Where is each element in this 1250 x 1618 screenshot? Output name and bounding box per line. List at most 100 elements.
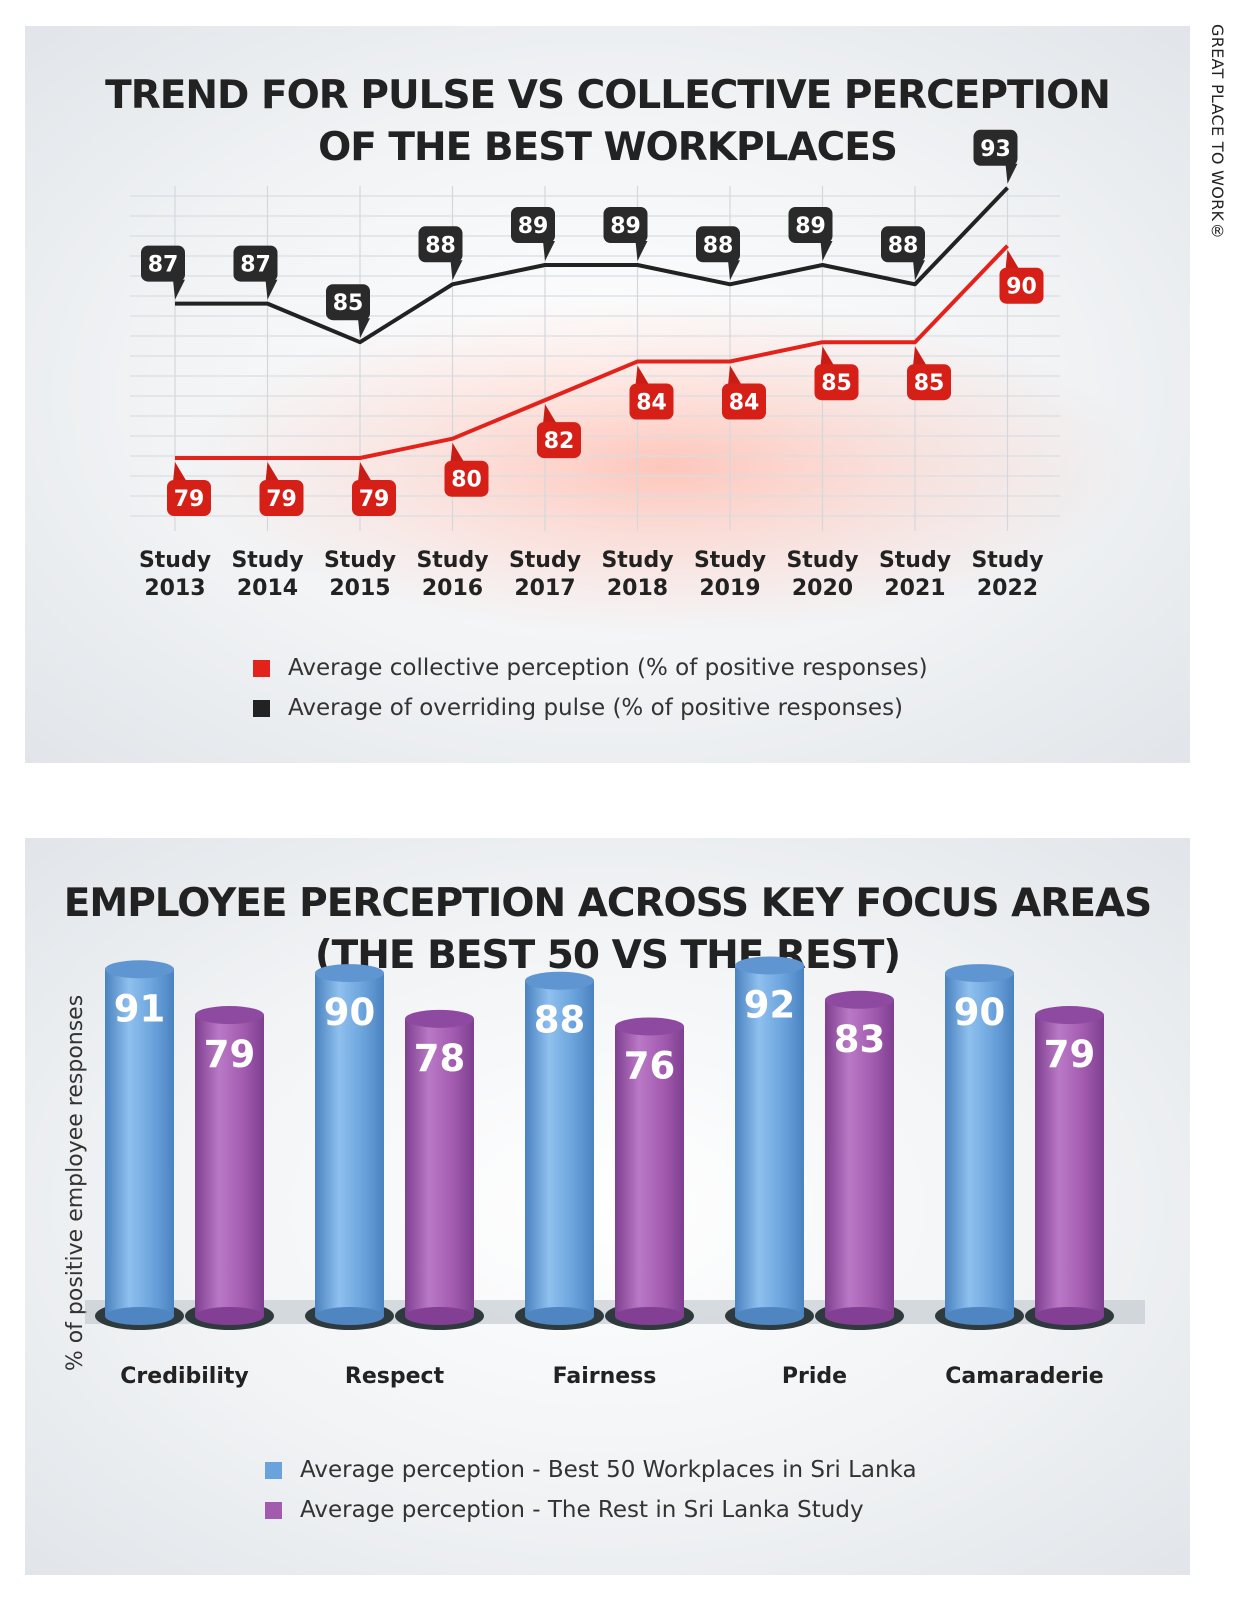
label-pin (1005, 249, 1020, 270)
collective-data-label: 79 (352, 462, 396, 516)
collective-data-label: 79 (259, 462, 304, 516)
legend-swatch-purple (265, 1501, 282, 1519)
bar-bottom-cap (735, 1307, 804, 1325)
label-pin (543, 241, 555, 261)
bar-rest: 79 (185, 1006, 274, 1330)
legend-item-best50: Average perception - Best 50 Workplaces … (265, 1450, 917, 1490)
x-tick-label: Study 2016 (416, 548, 488, 601)
legend-item-collective: Average collective perception (% of posi… (253, 648, 928, 688)
collective-data-label: 79 (167, 462, 211, 516)
label-box (418, 226, 463, 263)
bar-body (405, 1018, 474, 1316)
label-pin (820, 241, 833, 261)
collective-data-label: 84 (722, 365, 766, 420)
label-box (444, 460, 489, 497)
line-chart-title: TREND FOR PULSE VS COLLECTIVE PERCEPTION… (25, 70, 1190, 174)
label-pin (358, 318, 370, 339)
bar-body (315, 973, 384, 1316)
bar-bottom-cap (105, 1307, 174, 1325)
legend-label-best50: Average perception - Best 50 Workplaces … (300, 1457, 917, 1483)
bar-top-cap (405, 1009, 474, 1028)
label-pin (728, 365, 742, 386)
label-box (603, 207, 648, 243)
bar-rest: 83 (815, 990, 904, 1330)
x-tick-label: Study 2019 (694, 548, 766, 601)
pulse-value-text: 85 (333, 291, 364, 316)
bar-value-label: 90 (954, 991, 1006, 1034)
category-label: Camaraderie (945, 1364, 1103, 1389)
pulse-data-label: 87 (233, 245, 278, 300)
line-chart-plot: Study 2013 Study 2014 Study 2015 Study 2016 Stud… (130, 129, 1145, 636)
collective-value-text: 79 (266, 487, 297, 512)
label-pin (450, 442, 465, 463)
pulse-value-text: 89 (795, 214, 826, 239)
line-chart-title-line-1: TREND FOR PULSE VS COLLECTIVE PERCEPTION (105, 73, 1111, 118)
bar-bottom-cap (615, 1307, 684, 1325)
bar-body (825, 999, 894, 1316)
bar-top-cap (735, 956, 804, 975)
pulse-data-label: 87 (141, 245, 185, 300)
bar-top-cap (525, 971, 594, 990)
x-tick-label: Study 2020 (786, 548, 858, 601)
x-tick-label: Study 2013 (139, 548, 211, 601)
legend-label-rest: Average perception - The Rest in Sri Lan… (300, 1497, 864, 1523)
bar-chart-legend: Average perception - Best 50 Workplaces … (265, 1450, 917, 1530)
category-label: Credibility (120, 1364, 248, 1389)
collective-value-text: 90 (1006, 275, 1037, 300)
bar-top-cap (1035, 1006, 1104, 1025)
pulse-value-text: 87 (240, 253, 271, 278)
pulse-data-label: 89 (603, 207, 648, 261)
pulse-value-text: 87 (148, 253, 179, 278)
bar-value-label: 90 (324, 991, 376, 1034)
bar-bottom-cap (825, 1307, 894, 1325)
label-pin (820, 346, 835, 367)
x-tick-label: Study 2014 (231, 548, 303, 601)
bar-value-label: 91 (114, 987, 166, 1030)
legend-label-pulse: Average of overriding pulse (% of positi… (288, 695, 904, 721)
label-box (788, 207, 833, 243)
line-chart-panel: TREND FOR PULSE VS COLLECTIVE PERCEPTION… (25, 26, 1190, 763)
bar-top-cap (105, 960, 174, 979)
label-pin (265, 462, 280, 482)
label-box (352, 480, 396, 516)
label-box (537, 422, 581, 459)
bar-rest: 79 (1025, 1006, 1114, 1330)
bar-bottom-cap (405, 1307, 474, 1325)
series-line-pulse (175, 186, 1009, 345)
category-label: Pride (782, 1364, 847, 1389)
y-axis-label: % of positive employee responses (63, 995, 88, 1371)
bar-value-label: 76 (624, 1044, 676, 1087)
label-box (233, 245, 278, 282)
x-tick-label: Study 2015 (324, 548, 396, 601)
bar-chart-plot: % of positive employee responses 91 79 Cred… (63, 956, 1145, 1389)
collective-data-label: 85 (907, 346, 951, 401)
bar-top-cap (825, 990, 894, 1009)
bar-body (525, 980, 594, 1316)
collective-value-text: 85 (821, 371, 852, 396)
bar-value-label: 79 (1044, 1033, 1096, 1076)
bar-value-label: 92 (744, 983, 796, 1026)
label-box (814, 364, 859, 401)
label-pin (635, 365, 650, 386)
pulse-data-label: 85 (326, 284, 370, 339)
pulse-data-label: 93 (973, 129, 1018, 184)
label-box (999, 267, 1044, 304)
label-box (973, 129, 1018, 166)
collective-value-text: 80 (451, 468, 482, 493)
bar-value-label: 88 (534, 999, 586, 1042)
label-pin (173, 462, 187, 482)
label-pin (728, 260, 740, 281)
collective-value-text: 82 (544, 429, 575, 454)
bar-body (1035, 1015, 1104, 1316)
legend-label-collective: Average collective perception (% of posi… (288, 655, 928, 681)
line-chart-legend: Average collective perception (% of posi… (253, 648, 928, 728)
pulse-value-text: 89 (518, 214, 549, 239)
bar-bottom-cap (945, 1307, 1014, 1325)
label-pin (543, 404, 557, 425)
bar-best50: 90 (305, 964, 394, 1330)
category-label: Respect (345, 1364, 445, 1389)
bar-top-cap (615, 1017, 684, 1036)
label-box (907, 364, 951, 401)
bar-chart-title: EMPLOYEE PERCEPTION ACROSS KEY FOCUS ARE… (25, 878, 1190, 982)
watermark-text: GREAT PLACE TO WORK® (1208, 24, 1227, 241)
